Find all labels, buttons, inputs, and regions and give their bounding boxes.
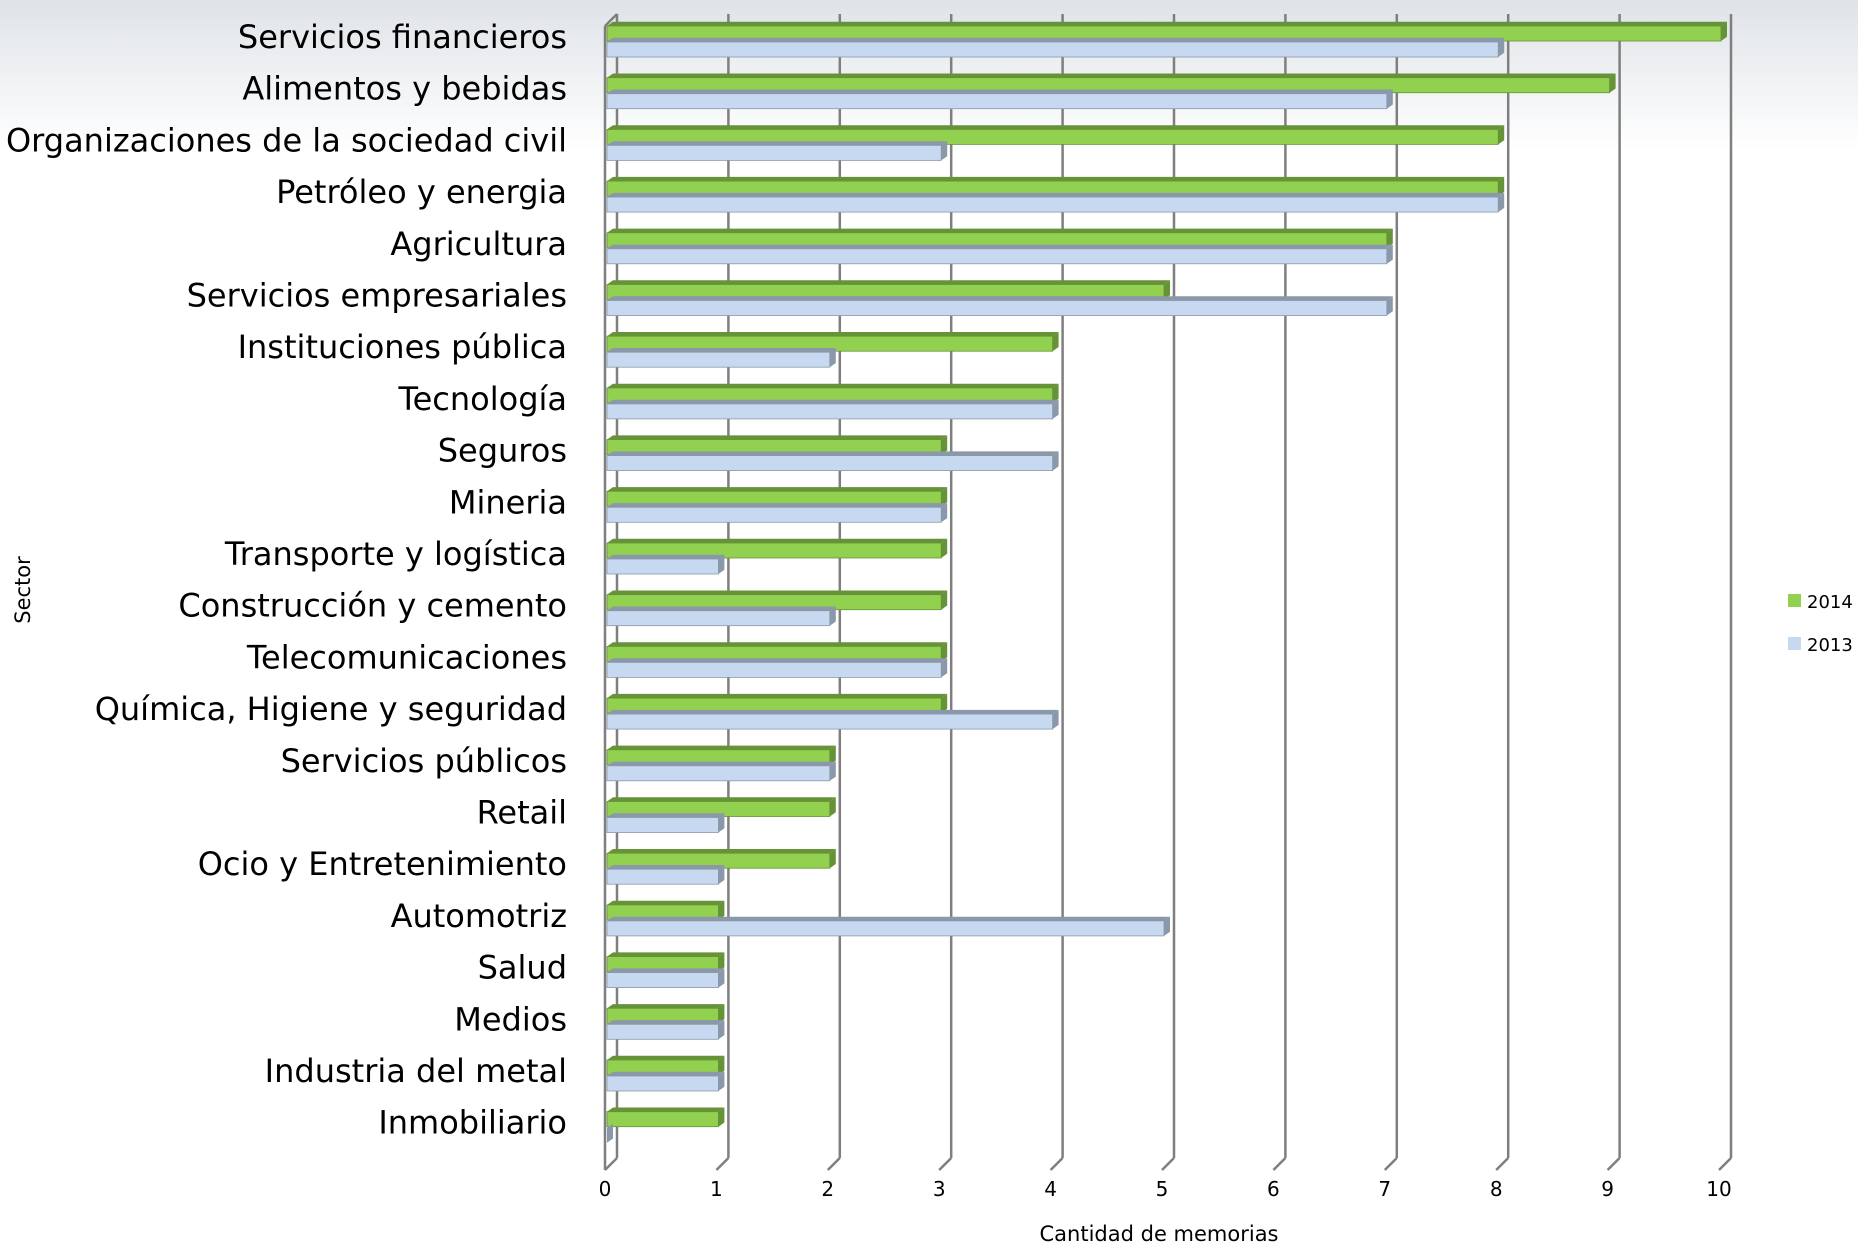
category-label-17: Ocio y Entretenimiento <box>198 845 567 883</box>
gridline-foot-3 <box>938 1157 953 1171</box>
category-label-21: Industria del metal <box>265 1052 567 1090</box>
bar-2014-1 <box>606 21 1727 42</box>
category-label-3: Organizaciones de la sociedad civil <box>6 121 567 159</box>
legend-label-2014: 2014 <box>1807 592 1853 613</box>
bar-2013-1 <box>606 37 1505 58</box>
category-label-4: Petróleo y energia <box>276 173 567 211</box>
bar-2013-10 <box>606 503 948 523</box>
x-tick-4: 4 <box>1044 1177 1057 1201</box>
bar-2013-12 <box>606 606 836 627</box>
bar-2013-21 <box>606 1071 725 1092</box>
bar-2013-14 <box>606 709 1059 730</box>
bar-2013-6 <box>606 296 1393 316</box>
x-tick-8: 8 <box>1490 1177 1503 1201</box>
legend-swatch-2013 <box>1788 637 1801 650</box>
gridline-foot-8 <box>1495 1157 1510 1171</box>
bar-2014-15 <box>606 745 836 766</box>
bar-2014-8 <box>606 383 1059 404</box>
legend: 2014 2013 <box>1788 592 1853 656</box>
category-label-2: Alimentos y bebidas <box>242 70 567 108</box>
x-tick-1: 1 <box>710 1177 723 1201</box>
bar-2013-9 <box>606 451 1059 472</box>
bar-2014-21 <box>606 1055 725 1076</box>
x-tick-3: 3 <box>933 1177 946 1201</box>
bar-2013-5 <box>606 244 1393 265</box>
category-label-14: Química, Higiene y seguridad <box>95 690 567 728</box>
gridline-foot-6 <box>1272 1157 1287 1171</box>
bar-2013-7 <box>606 348 836 368</box>
bar-2014-16 <box>606 797 836 817</box>
bar-2013-17 <box>606 865 725 885</box>
bar-2014-5 <box>606 228 1393 249</box>
bar-2013-8 <box>606 399 1059 420</box>
bar-2013-2 <box>606 89 1393 110</box>
category-label-11: Transporte y logística <box>224 535 567 573</box>
category-label-15: Servicios públicos <box>281 742 567 780</box>
bar-2014-3 <box>606 125 1505 145</box>
category-label-8: Tecnología <box>397 380 567 418</box>
category-label-13: Telecomunicaciones <box>246 638 567 676</box>
bar-2013-22 <box>607 1123 613 1143</box>
bar-2014-7 <box>606 332 1059 352</box>
legend-label-2013: 2013 <box>1807 635 1853 656</box>
category-labels: Servicios financieros Alimentos y bebidas… <box>6 18 567 1142</box>
bar-2013-3 <box>606 141 948 161</box>
bar-2013-16 <box>606 813 725 833</box>
bar-2014-10 <box>606 487 948 507</box>
x-tick-5: 5 <box>1156 1177 1169 1201</box>
category-label-7: Instituciones pública <box>238 328 567 366</box>
x-tick-6: 6 <box>1267 1177 1280 1201</box>
x-tick-9: 9 <box>1601 1177 1614 1201</box>
bar-2014-2 <box>606 73 1616 94</box>
bar-2013-19 <box>606 968 725 988</box>
category-label-5: Agricultura <box>390 225 567 263</box>
gridline-foot-7 <box>1383 1157 1398 1171</box>
left-wall-top <box>604 13 618 27</box>
bar-2014-11 <box>606 538 948 559</box>
bar-2014-4 <box>606 176 1505 197</box>
x-tick-labels: 0 1 2 3 4 5 6 7 8 9 10 <box>599 1177 1732 1201</box>
bar-2014-22 <box>606 1107 725 1128</box>
bar-2013-18 <box>606 916 1170 937</box>
bar-2013-15 <box>606 761 836 782</box>
gridline-foot-5 <box>1161 1157 1175 1171</box>
x-tick-10: 10 <box>1706 1177 1731 1201</box>
x-axis-title: Cantidad de memorias <box>1040 1222 1279 1246</box>
category-label-12: Construcción y cemento <box>178 587 567 625</box>
category-label-19: Salud <box>478 949 567 987</box>
category-label-1: Servicios financieros <box>238 18 567 56</box>
gridline-foot-1 <box>715 1157 730 1171</box>
legend-swatch-2014 <box>1788 594 1801 607</box>
x-tick-2: 2 <box>821 1177 834 1201</box>
bar-2013-4 <box>606 192 1505 213</box>
x-tick-0: 0 <box>599 1177 612 1201</box>
bar-2014-9 <box>606 435 948 456</box>
category-label-20: Medios <box>454 1000 567 1038</box>
bar-2014-19 <box>606 952 725 972</box>
bars <box>606 21 1727 1143</box>
category-label-18: Automotriz <box>391 897 567 935</box>
gridline-foot-0 <box>604 1157 618 1171</box>
y-axis-title: Sector <box>11 556 35 624</box>
bar-2013-13 <box>606 658 948 678</box>
gridline-foot-10 <box>1718 1157 1732 1171</box>
category-label-10: Mineria <box>449 483 567 521</box>
category-label-22: Inmobiliario <box>378 1104 567 1142</box>
bar-2014-20 <box>606 1004 725 1024</box>
category-label-6: Servicios empresariales <box>187 277 567 315</box>
bar-2013-20 <box>606 1020 725 1040</box>
gridline-foot-2 <box>826 1157 841 1171</box>
gridline-foot-9 <box>1606 1157 1621 1171</box>
bar-2014-13 <box>606 642 948 662</box>
bar-2014-14 <box>606 693 948 714</box>
gridline-foot-4 <box>1049 1157 1064 1171</box>
category-label-9: Seguros <box>438 432 567 470</box>
category-label-16: Retail <box>477 794 567 832</box>
bar-2013-11 <box>606 554 725 575</box>
x-tick-7: 7 <box>1378 1177 1391 1201</box>
